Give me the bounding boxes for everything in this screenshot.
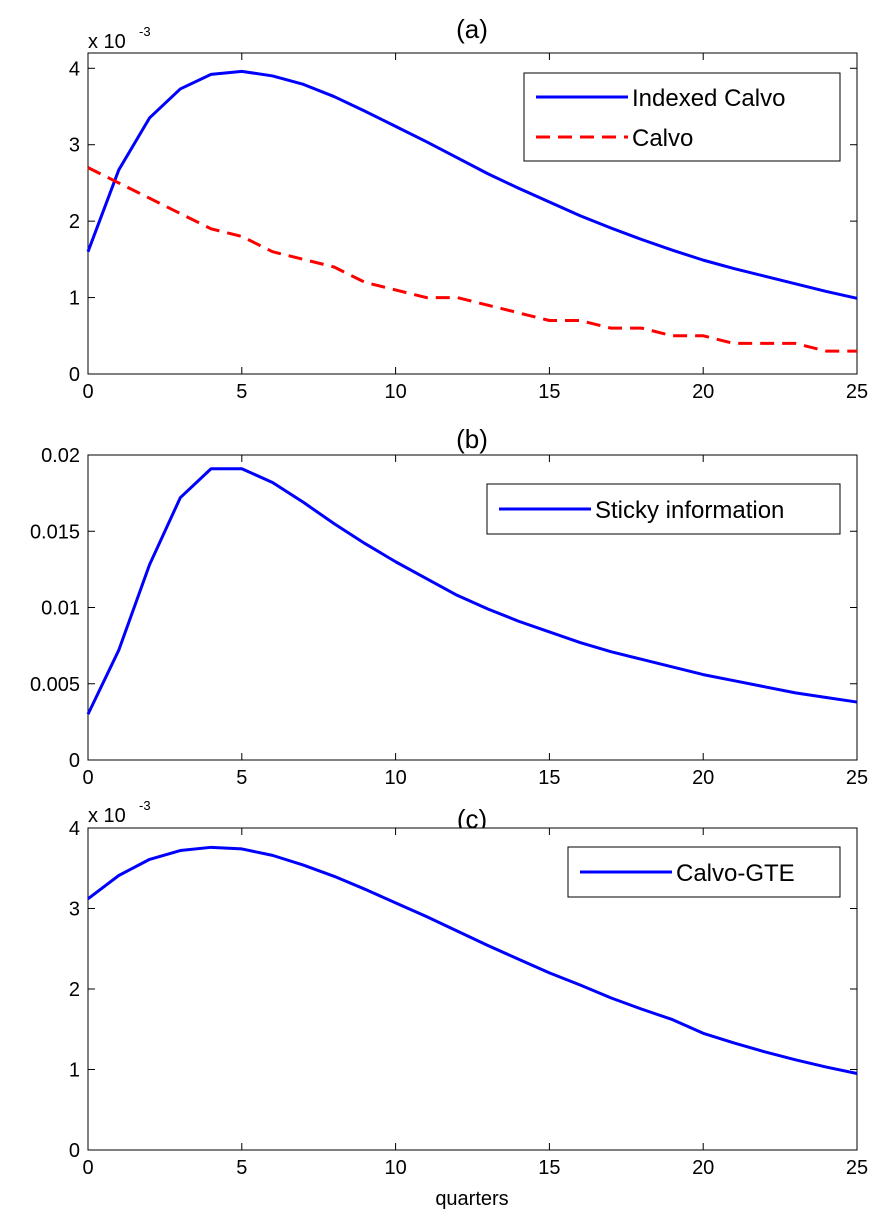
panel-a: (a) x 10 -3 0 5 10 15 20 25 0 1 2 3 4 Indexed Calv… — [69, 14, 868, 403]
panel-c-xtick-label-0: 0 — [82, 1157, 93, 1179]
panel-b-xtick-label-4: 20 — [692, 767, 714, 789]
panel-a-xtick-label-4: 20 — [692, 381, 714, 403]
panel-c-ytick-label-1: 1 — [69, 1060, 80, 1082]
panel-a-ytick-label-3: 3 — [69, 135, 80, 157]
panel-b-legend: Sticky information — [486, 483, 841, 535]
panel-b-xtick-label-5: 25 — [846, 767, 868, 789]
panel-a-legend-label-1: Calvo — [632, 125, 693, 152]
panel-a-series-line-1 — [87, 166, 857, 353]
panel-a-xtick-label-5: 25 — [846, 381, 868, 403]
panel-c-xtick-label-1: 5 — [236, 1157, 247, 1179]
panel-c-xtick-label-2: 10 — [384, 1157, 406, 1179]
panel-a-xtick-label-0: 0 — [82, 381, 93, 403]
panel-b-ytick-label-0: 0 — [69, 750, 80, 772]
panel-a-series-line-0 — [86, 69, 858, 300]
panel-b-xtick-label-1: 5 — [236, 767, 247, 789]
panel-c-xtick-label-5: 25 — [846, 1157, 868, 1179]
panel-c-xlabel: quarters — [435, 1188, 508, 1210]
panel-a-series — [86, 69, 858, 353]
panel-a-ytick-label-0: 0 — [69, 364, 80, 386]
panel-a-exponent-base: x 10 — [88, 31, 126, 53]
panel-b-ytick-label-2: 0.01 — [41, 598, 80, 620]
panel-b-ytick-label-3: 0.015 — [30, 521, 80, 543]
panel-a-legend-box — [523, 72, 841, 162]
panel-c-xtick-label-3: 15 — [538, 1157, 560, 1179]
panel-a-ytick-label-4: 4 — [69, 58, 80, 80]
panel-a-ytick-label-1: 1 — [69, 288, 80, 310]
panel-c-exponent: x 10 -3 — [88, 798, 151, 827]
panel-c-legend-label-0: Calvo-GTE — [676, 860, 795, 887]
panel-a-legend-label-0: Indexed Calvo — [632, 85, 785, 112]
panel-b-xtick-label-3: 15 — [538, 767, 560, 789]
panel-b-series-line-0 — [86, 467, 858, 715]
panel-b-ytick-label-4: 0.02 — [41, 445, 80, 467]
panel-c-exponent-base: x 10 — [88, 805, 126, 827]
panel-b-axes: 0 5 10 15 20 25 0 0.005 0.01 0.015 0.02 — [30, 445, 868, 789]
panel-a-ytick-label-2: 2 — [69, 211, 80, 233]
panel-a-exponent-power: -3 — [139, 24, 151, 39]
panel-b-xtick-label-0: 0 — [82, 767, 93, 789]
panel-b-series — [86, 467, 858, 715]
panel-c-series-line-0 — [87, 845, 858, 1075]
panel-c-ytick-label-3: 3 — [69, 899, 80, 921]
panel-a-title: (a) — [456, 14, 488, 44]
panel-a-xtick-label-2: 10 — [384, 381, 406, 403]
panel-a-xtick-label-3: 15 — [538, 381, 560, 403]
panel-a-xtick-label-1: 5 — [236, 381, 247, 403]
panel-c-ytick-label-0: 0 — [69, 1140, 80, 1162]
panel-a-exponent: x 10 -3 — [88, 24, 151, 53]
panel-b-title: (b) — [456, 424, 488, 454]
panel-a-legend: Indexed Calvo Calvo — [523, 72, 841, 162]
panel-c-ytick-label-4: 4 — [69, 818, 80, 840]
panel-b: (b) 0 5 10 15 20 25 0 0.005 0.01 0.015 0.02 Sticky… — [30, 424, 868, 789]
panel-b-xtick-label-2: 10 — [384, 767, 406, 789]
panel-b-ytick-label-1: 0.005 — [30, 674, 80, 696]
panel-c-xtick-label-4: 20 — [692, 1157, 714, 1179]
panel-b-legend-label-0: Sticky information — [595, 497, 784, 524]
panel-c-series — [87, 845, 858, 1075]
panel-c-legend: Calvo-GTE — [567, 846, 841, 898]
panel-c-ytick-label-2: 2 — [69, 979, 80, 1001]
panel-c-exponent-power: -3 — [139, 798, 151, 813]
panel-a-axes: 0 5 10 15 20 25 0 1 2 3 4 — [69, 53, 868, 403]
panel-c-axes: 0 5 10 15 20 25 0 1 2 3 4 — [69, 818, 868, 1179]
